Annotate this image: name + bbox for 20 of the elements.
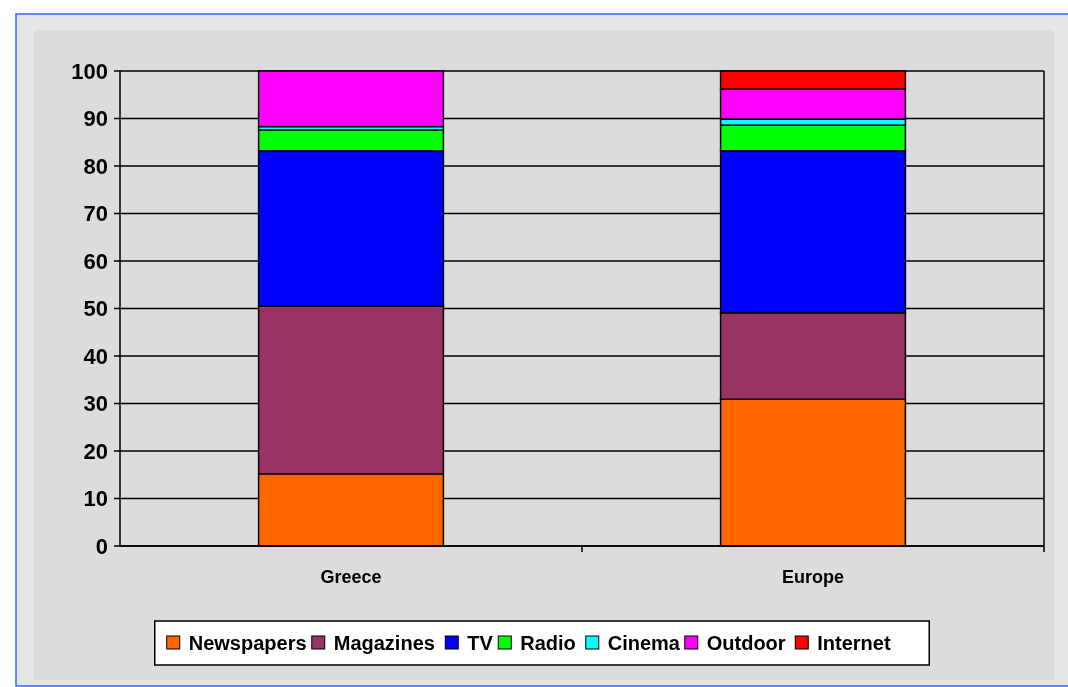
y-tick-label: 80 <box>83 153 108 179</box>
y-tick-label: 20 <box>83 438 108 464</box>
y-tick-label: 50 <box>83 296 108 322</box>
legend-label: Internet <box>817 632 891 654</box>
x-tick-label: Europe <box>781 567 845 587</box>
legend-label: Newspapers <box>188 632 307 654</box>
legend-label: Cinema <box>607 632 681 654</box>
legend-label: Outdoor <box>706 632 786 654</box>
y-tick-label: 10 <box>83 486 108 512</box>
y-tick-label: 70 <box>83 201 108 227</box>
y-tick-label: 60 <box>83 248 108 274</box>
legend-label: TV <box>467 632 494 654</box>
y-tick-label: 90 <box>83 106 108 132</box>
legend-label: Radio <box>520 632 576 654</box>
y-tick-label: 30 <box>83 391 108 417</box>
y-tick-label: 0 <box>95 533 108 559</box>
legend-label: Magazines <box>333 632 435 654</box>
x-tick-label: Greece <box>320 567 382 587</box>
y-tick-label: 40 <box>83 343 108 369</box>
y-tick-label: 100 <box>71 58 108 84</box>
